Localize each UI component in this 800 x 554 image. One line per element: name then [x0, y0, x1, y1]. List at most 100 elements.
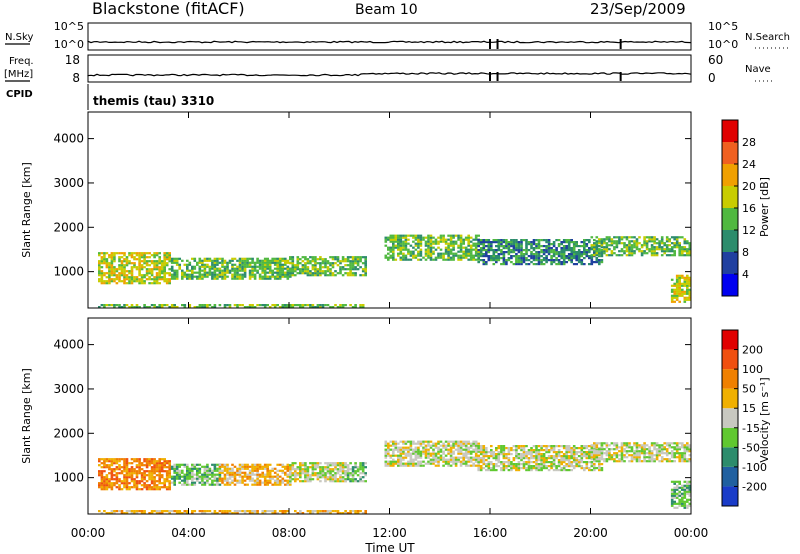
echo-cell — [321, 472, 325, 475]
echo-cell — [148, 474, 151, 477]
echo-cell — [620, 446, 624, 449]
echo-cell — [108, 274, 111, 277]
echo-cell — [334, 472, 337, 475]
echo-cell — [660, 242, 664, 245]
echo-cell — [567, 253, 571, 256]
echo-cell — [648, 446, 651, 449]
echo-cell — [158, 510, 161, 513]
echo-cell — [497, 241, 501, 244]
echo-cell — [598, 448, 601, 451]
echo-cell — [434, 442, 438, 445]
echo-cell — [407, 234, 410, 237]
echo-cell — [98, 484, 101, 487]
echo-cell — [464, 238, 468, 241]
echo-cell — [203, 269, 207, 272]
echo-cell — [678, 288, 681, 291]
echo-cell — [258, 465, 262, 468]
echo-cell — [562, 259, 566, 262]
echo-cell — [588, 251, 591, 254]
echo-cell — [359, 466, 362, 469]
echo-cell — [284, 473, 287, 476]
echo-cell — [580, 449, 584, 452]
echo-cell — [165, 256, 169, 259]
echo-cell — [467, 236, 470, 239]
echo-cell — [479, 259, 483, 262]
echo-cell — [643, 450, 646, 453]
echo-cell — [681, 452, 684, 455]
colorbar-frame — [721, 329, 739, 507]
echo-cell — [442, 234, 445, 237]
echo-cell — [324, 472, 327, 475]
echo-cell — [238, 277, 242, 280]
echo-cell — [256, 475, 259, 478]
echo-cell — [299, 472, 302, 475]
echo-cell — [188, 477, 192, 480]
echo-cell — [588, 461, 591, 464]
echo-cell — [510, 453, 513, 456]
echo-cell — [228, 467, 232, 470]
echo-cell — [630, 240, 634, 243]
echo-cell — [266, 475, 269, 478]
echo-cell — [462, 254, 465, 257]
echo-cell — [570, 455, 573, 458]
echo-cell — [251, 465, 254, 468]
echo-cell — [457, 250, 460, 253]
echo-cell — [537, 257, 541, 260]
echo-cell — [135, 472, 139, 475]
echo-cell — [103, 478, 106, 481]
echo-cell — [120, 268, 124, 271]
echo-cell — [223, 465, 227, 468]
echo-cell — [191, 469, 194, 472]
echo-cell — [387, 444, 390, 447]
echo-cell — [552, 245, 556, 248]
echo-cell — [570, 255, 573, 258]
colorbar-tick-label: 20 — [742, 180, 756, 193]
echo-cell — [686, 242, 689, 245]
echo-cell — [349, 266, 352, 269]
echo-cell — [575, 451, 578, 454]
echo-cell — [457, 456, 460, 459]
echo-cell — [485, 465, 488, 468]
echo-cell — [201, 261, 204, 264]
echo-cell — [572, 455, 576, 458]
echo-cell — [223, 510, 227, 513]
echo-cell — [248, 269, 252, 272]
echo-cell — [271, 475, 274, 478]
echo-cell — [444, 246, 448, 249]
echo-cell — [163, 270, 166, 273]
echo-cell — [294, 472, 297, 475]
echo-cell — [113, 256, 116, 259]
echo-cell — [500, 245, 503, 248]
echo-cell — [384, 244, 388, 247]
echo-cell — [444, 258, 448, 261]
echo-cell — [299, 476, 302, 479]
echo-cell — [392, 250, 395, 253]
echo-cell — [188, 483, 192, 486]
echo-cell — [399, 454, 403, 457]
echo-cell — [289, 472, 292, 475]
echo-cell — [98, 474, 101, 477]
echo-cell — [321, 258, 325, 261]
echo-cell — [542, 257, 546, 260]
echo-cell — [540, 263, 543, 266]
echo-cell — [424, 240, 428, 243]
echo-cell — [464, 448, 468, 451]
echo-cell — [517, 469, 521, 472]
echo-cell — [525, 263, 528, 266]
echo-cell — [507, 245, 511, 248]
echo-cell — [243, 483, 247, 486]
echo-cell — [590, 454, 594, 457]
echo-cell — [349, 512, 352, 515]
echo-cell — [404, 454, 408, 457]
echo-cell — [125, 258, 129, 261]
echo-cell — [263, 477, 267, 480]
echo-cell — [472, 248, 475, 251]
echo-cell — [178, 481, 181, 484]
echo-cell — [459, 258, 463, 261]
echo-cell — [130, 274, 134, 277]
echo-cell — [535, 469, 538, 472]
echo-cell — [128, 476, 131, 479]
echo-cell — [683, 504, 687, 507]
echo-cell — [459, 240, 463, 243]
